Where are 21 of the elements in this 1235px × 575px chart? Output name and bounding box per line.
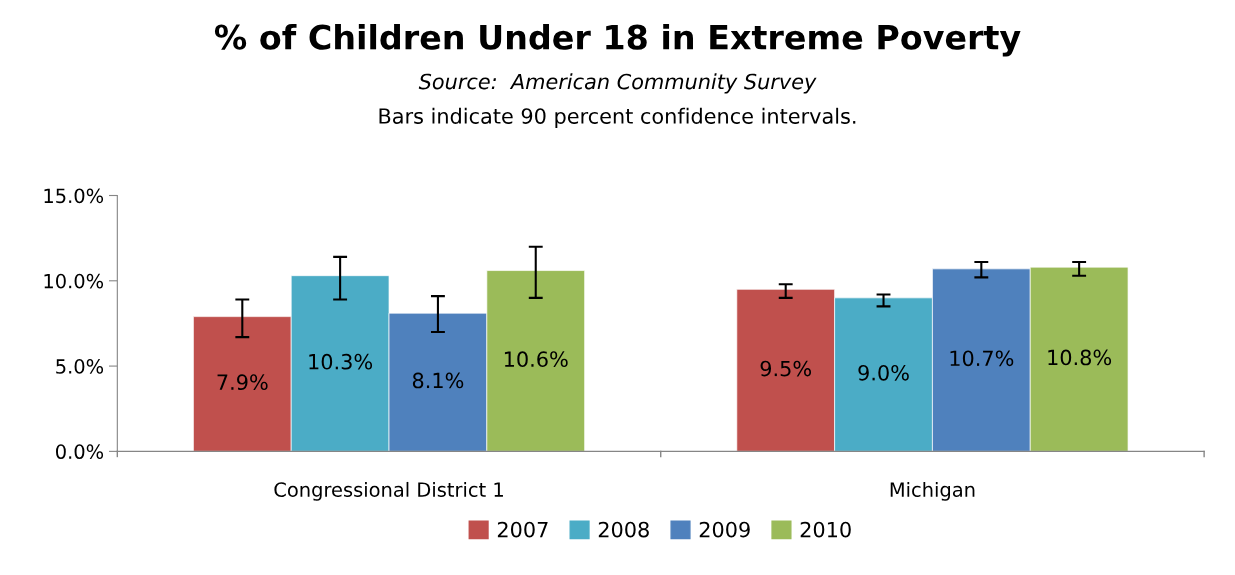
x-tick-label: Michigan xyxy=(890,481,975,501)
data-label: 10.7% xyxy=(950,350,1014,367)
data-label: 10.8% xyxy=(1048,349,1112,366)
text: Bars indicate 90 percent confidence intervals. xyxy=(379,107,856,128)
y-tick-label: 15.0% xyxy=(44,188,104,204)
data-label: 7.9% xyxy=(217,374,268,391)
legend-label: 2009 xyxy=(699,521,750,538)
data-label: 10.6% xyxy=(504,351,568,368)
chart-subtitle: Source: American Community Survey xyxy=(418,73,817,94)
y-tick-label: 0.0% xyxy=(56,444,104,460)
data-label: 10.3% xyxy=(309,353,373,370)
chart-title: % of Children Under 18 in Extreme Poverty xyxy=(214,23,1021,57)
y-tick-label: 5.0% xyxy=(56,359,104,374)
x-tick-label: Congressional District 1 xyxy=(274,481,503,501)
data-label: 8.1% xyxy=(412,372,464,389)
data-label: 9.0% xyxy=(858,364,909,381)
legend-label: 2008 xyxy=(598,521,649,538)
data-label: 9.5% xyxy=(760,360,812,377)
legend-label: 2010 xyxy=(800,521,851,538)
legend-label: 2007 xyxy=(497,521,548,538)
y-tick-label: 10.0% xyxy=(44,273,104,289)
